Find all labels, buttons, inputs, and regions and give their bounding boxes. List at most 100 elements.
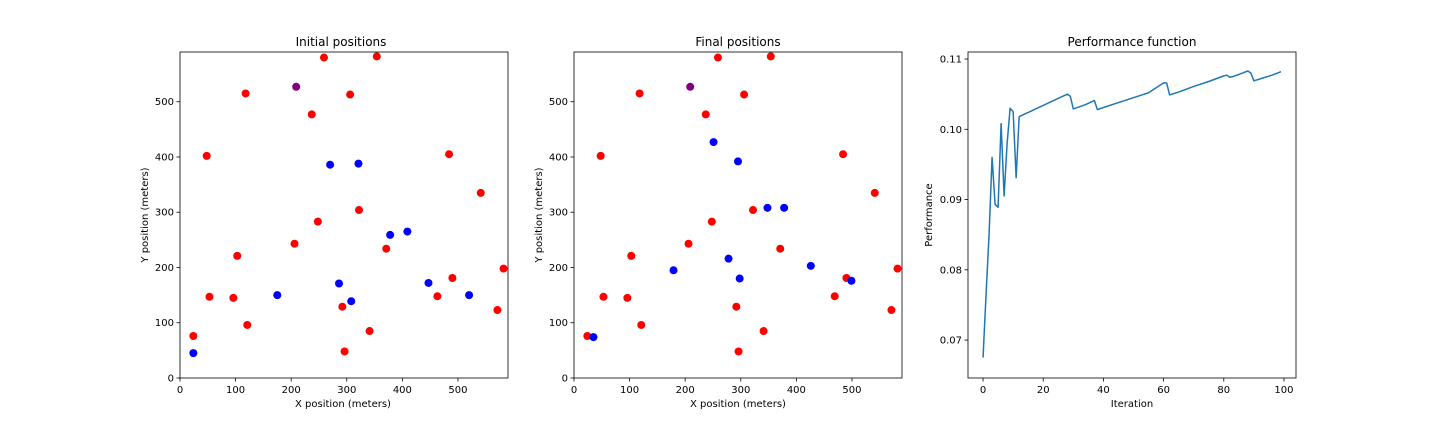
final-red-point bbox=[740, 90, 749, 99]
final-blue-point bbox=[734, 157, 742, 166]
performance-x-tick-label: 100 bbox=[1274, 385, 1293, 396]
performance-function-title: Performance function bbox=[1068, 35, 1197, 49]
final-red-point bbox=[596, 151, 605, 160]
initial-blue-point bbox=[326, 160, 335, 169]
performance-y-tick-label: 0.10 bbox=[940, 125, 962, 136]
final-red-point bbox=[707, 217, 716, 226]
initial-red-point bbox=[365, 327, 374, 336]
initial-red-point bbox=[307, 110, 316, 119]
initial-red-point bbox=[499, 264, 508, 273]
initial-y-tick-label: 0 bbox=[168, 374, 174, 385]
final-red-point bbox=[583, 332, 592, 341]
initial-red-point bbox=[241, 89, 250, 98]
initial-blue-point bbox=[273, 291, 282, 300]
final-red-point bbox=[637, 320, 646, 329]
final-red-point bbox=[887, 306, 896, 315]
initial-red-point bbox=[372, 52, 381, 61]
performance-plot-frame bbox=[967, 51, 1297, 379]
final-red-point bbox=[749, 206, 758, 215]
final-red-point bbox=[627, 251, 636, 260]
final-red-point bbox=[623, 293, 632, 302]
initial-y-tick-label: 200 bbox=[155, 263, 174, 274]
initial-red-point bbox=[433, 292, 442, 301]
initial-red-point bbox=[229, 293, 238, 302]
final-y-tick-label: 200 bbox=[549, 263, 568, 274]
initial-red-point bbox=[338, 302, 347, 311]
initial-x-tick-label: 100 bbox=[226, 385, 245, 396]
final-x-tick-label: 100 bbox=[620, 385, 639, 396]
final-red-point bbox=[684, 239, 693, 248]
initial-positions-title: Initial positions bbox=[296, 35, 387, 49]
performance-y-axis-label: Performance bbox=[924, 183, 935, 246]
initial-y-axis-label: Y position (meters) bbox=[140, 167, 151, 263]
initial-red-point bbox=[290, 239, 299, 248]
performance-x-tick-label: 40 bbox=[1097, 385, 1110, 396]
initial-blue-point bbox=[403, 227, 412, 236]
final-red-point bbox=[839, 150, 848, 159]
initial-plot-frame bbox=[179, 51, 509, 379]
final-y-tick-label: 400 bbox=[549, 152, 568, 163]
initial-red-point bbox=[355, 206, 364, 215]
initial-red-point bbox=[340, 347, 349, 356]
initial-red-point bbox=[233, 251, 242, 260]
performance-x-tick-label: 60 bbox=[1157, 385, 1170, 396]
performance-y-tick-label: 0.09 bbox=[940, 195, 962, 206]
initial-x-tick-label: 500 bbox=[448, 385, 467, 396]
final-purple-point bbox=[686, 82, 695, 91]
initial-blue-point bbox=[386, 230, 395, 239]
initial-positions-panel: Initial positions X position (meters) Y … bbox=[140, 35, 509, 410]
initial-blue-point bbox=[465, 291, 474, 300]
initial-x-tick-label: 200 bbox=[282, 385, 301, 396]
initial-blue-point bbox=[354, 159, 363, 168]
initial-red-point bbox=[319, 53, 328, 62]
final-blue-point bbox=[806, 261, 815, 270]
performance-x-tick-label: 20 bbox=[1037, 385, 1050, 396]
final-positions-panel: Final positions X position (meters) Y po… bbox=[534, 35, 903, 410]
performance-series-line bbox=[982, 70, 1282, 358]
final-red-point bbox=[870, 188, 879, 197]
final-red-point bbox=[635, 89, 644, 98]
initial-red-point bbox=[202, 151, 211, 160]
initial-x-tick-label: 300 bbox=[337, 385, 356, 396]
initial-red-point bbox=[243, 320, 252, 329]
final-blue-point bbox=[669, 266, 678, 275]
final-red-point bbox=[734, 347, 743, 356]
final-blue-point bbox=[847, 276, 856, 285]
initial-blue-point bbox=[334, 279, 343, 288]
final-blue-point bbox=[763, 203, 772, 212]
initial-red-point bbox=[448, 273, 457, 282]
performance-y-tick-label: 0.07 bbox=[940, 336, 962, 347]
initial-x-tick-label: 400 bbox=[393, 385, 412, 396]
initial-y-tick-label: 500 bbox=[155, 97, 174, 108]
final-red-point bbox=[701, 110, 710, 119]
initial-red-point bbox=[445, 150, 454, 159]
initial-y-tick-label: 400 bbox=[155, 152, 174, 163]
initial-red-point bbox=[382, 244, 391, 253]
performance-function-panel: Performance function Iteration Performan… bbox=[924, 35, 1297, 410]
initial-red-point bbox=[205, 292, 214, 301]
initial-red-point bbox=[189, 332, 198, 341]
initial-red-point bbox=[346, 90, 355, 99]
initial-blue-point bbox=[424, 278, 433, 287]
initial-red-point bbox=[476, 188, 485, 197]
final-red-point bbox=[776, 244, 785, 253]
final-red-point bbox=[599, 292, 608, 301]
final-blue-point bbox=[709, 138, 718, 147]
initial-blue-point bbox=[189, 349, 198, 358]
performance-x-axis-label: Iteration bbox=[1111, 399, 1153, 410]
final-x-axis-label: X position (meters) bbox=[690, 399, 786, 410]
final-y-axis-label: Y position (meters) bbox=[534, 167, 545, 263]
initial-red-point bbox=[313, 217, 322, 226]
final-blue-point bbox=[780, 203, 789, 212]
final-x-tick-label: 300 bbox=[731, 385, 750, 396]
final-blue-point bbox=[724, 254, 733, 263]
performance-x-tick-label: 0 bbox=[980, 385, 986, 396]
final-x-tick-label: 0 bbox=[571, 385, 577, 396]
performance-y-tick-label: 0.08 bbox=[940, 265, 962, 276]
initial-red-point bbox=[493, 306, 502, 315]
performance-y-tick-label: 0.11 bbox=[940, 55, 962, 66]
final-red-point bbox=[830, 292, 839, 301]
initial-y-tick-label: 300 bbox=[155, 208, 174, 219]
final-x-tick-label: 400 bbox=[787, 385, 806, 396]
